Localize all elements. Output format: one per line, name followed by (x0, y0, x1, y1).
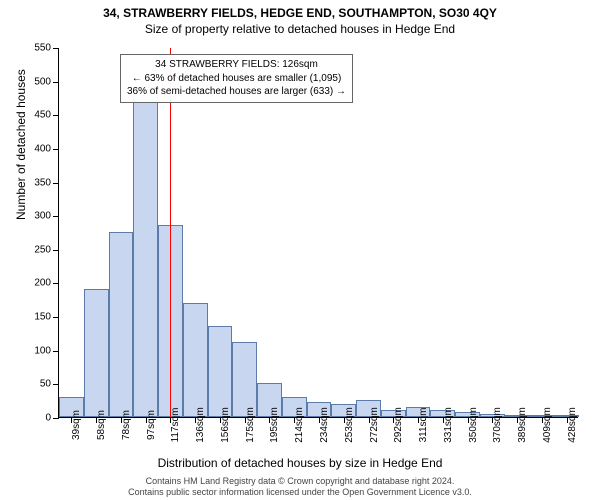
x-tick-label: 253sqm (344, 407, 355, 443)
y-tick-label: 450 (34, 110, 51, 121)
x-tick-label: 389sqm (517, 407, 528, 443)
y-tick (53, 149, 59, 150)
footer-line2: Contains public sector information licen… (0, 487, 600, 498)
y-tick (53, 317, 59, 318)
x-tick-label: 409sqm (542, 407, 553, 443)
x-tick-label: 311sqm (418, 408, 429, 443)
x-tick-label: 97sqm (146, 410, 157, 440)
x-tick-label: 175sqm (245, 407, 256, 443)
footer-text: Contains HM Land Registry data © Crown c… (0, 476, 600, 499)
y-tick-label: 0 (45, 413, 51, 424)
x-tick-label: 370sqm (492, 407, 503, 443)
histogram-chart: 05010015020025030035040045050055039sqm58… (58, 48, 578, 418)
x-tick-label: 117sqm (170, 408, 181, 443)
x-tick-label: 136sqm (195, 407, 206, 443)
x-axis-title: Distribution of detached houses by size … (0, 456, 600, 470)
histogram-bar (232, 342, 257, 417)
y-axis-title: Number of detached houses (14, 69, 28, 220)
y-tick (53, 351, 59, 352)
y-tick (53, 115, 59, 116)
page-title: 34, STRAWBERRY FIELDS, HEDGE END, SOUTHA… (0, 0, 600, 20)
plot-area: 05010015020025030035040045050055039sqm58… (58, 48, 578, 418)
annotation-line1: 34 STRAWBERRY FIELDS: 126sqm (127, 58, 346, 72)
y-tick-label: 350 (34, 177, 51, 188)
x-tick-label: 156sqm (220, 407, 231, 443)
y-tick-label: 250 (34, 244, 51, 255)
y-tick-label: 50 (40, 379, 51, 390)
y-tick-label: 150 (34, 312, 51, 323)
histogram-bar (84, 289, 109, 417)
x-tick-label: 234sqm (319, 407, 330, 443)
x-tick-label: 350sqm (468, 407, 479, 443)
x-tick-label: 58sqm (96, 410, 107, 440)
y-tick-label: 200 (34, 278, 51, 289)
y-tick-label: 550 (34, 43, 51, 54)
x-tick-label: 78sqm (121, 410, 132, 440)
y-tick-label: 400 (34, 143, 51, 154)
x-tick-label: 195sqm (269, 407, 280, 443)
footer-line1: Contains HM Land Registry data © Crown c… (0, 476, 600, 487)
y-tick-label: 100 (34, 345, 51, 356)
x-tick-label: 331sqm (443, 407, 454, 443)
x-tick-label: 292sqm (393, 407, 404, 443)
y-tick (53, 283, 59, 284)
histogram-bar (133, 87, 158, 417)
y-tick (53, 48, 59, 49)
annotation-line3: 36% of semi-detached houses are larger (… (127, 85, 346, 99)
x-tick-label: 428sqm (567, 407, 578, 443)
y-tick-label: 300 (34, 211, 51, 222)
annotation-line2: ← 63% of detached houses are smaller (1,… (127, 72, 346, 86)
y-tick-label: 500 (34, 76, 51, 87)
y-tick (53, 82, 59, 83)
y-tick (53, 384, 59, 385)
histogram-bar (208, 326, 233, 417)
y-tick (53, 250, 59, 251)
page-subtitle: Size of property relative to detached ho… (0, 20, 600, 36)
x-tick-label: 214sqm (294, 407, 305, 443)
x-tick-label: 272sqm (369, 407, 380, 443)
x-tick-label: 39sqm (71, 410, 82, 440)
histogram-bar (183, 303, 208, 417)
annotation-box: 34 STRAWBERRY FIELDS: 126sqm ← 63% of de… (120, 54, 353, 103)
reference-line (170, 48, 171, 417)
y-tick (53, 418, 59, 419)
y-tick (53, 183, 59, 184)
y-tick (53, 216, 59, 217)
histogram-bar (109, 232, 134, 417)
